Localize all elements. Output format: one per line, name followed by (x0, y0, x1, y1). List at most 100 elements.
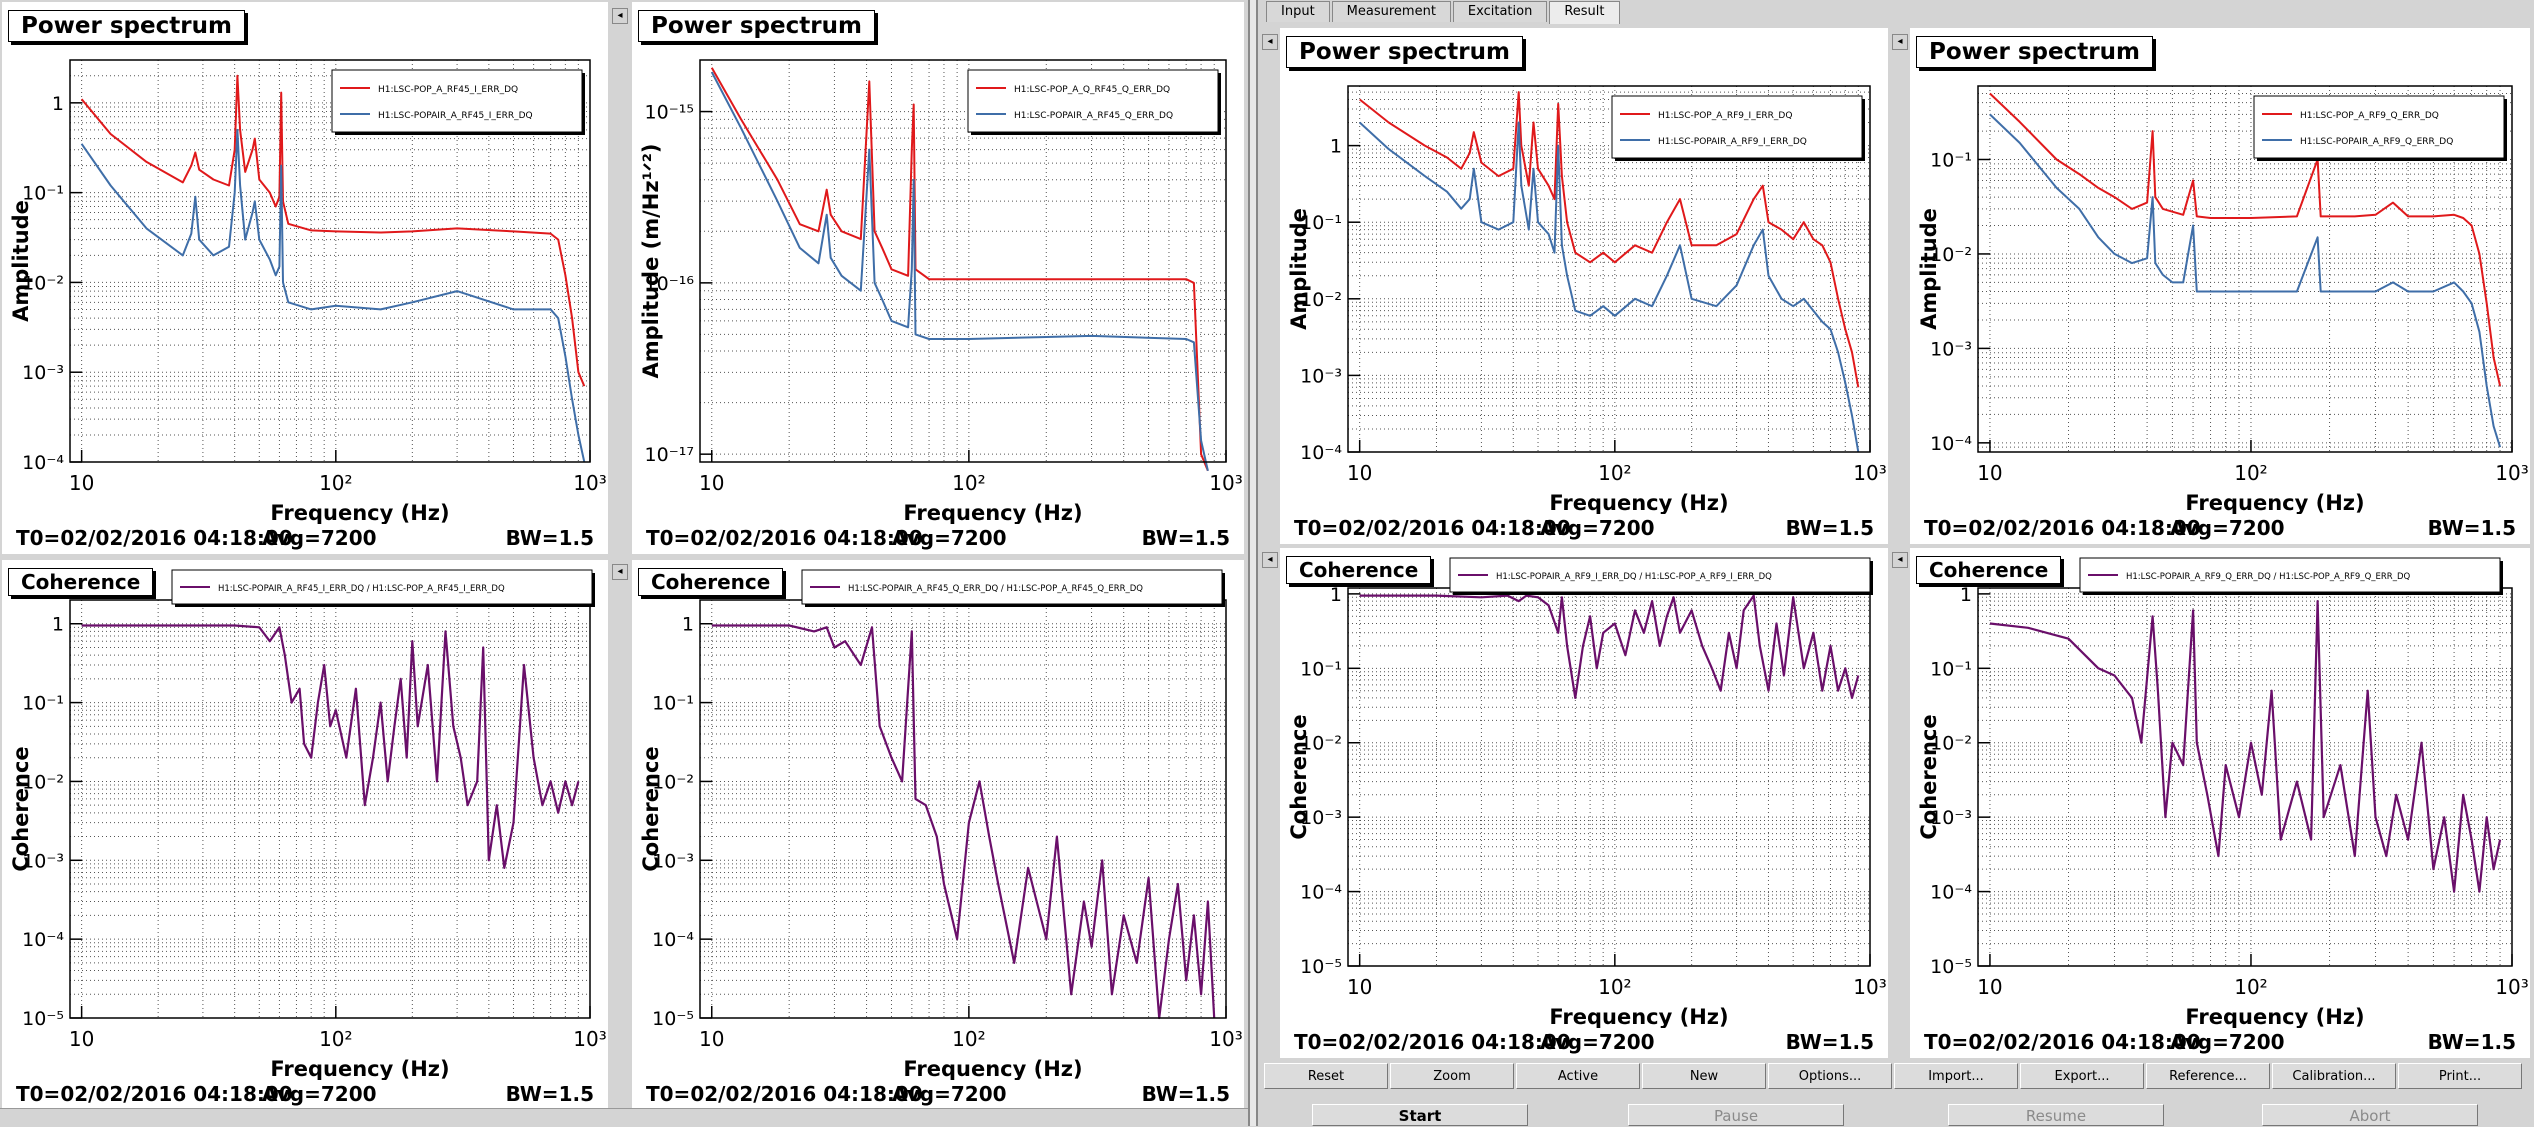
x-axis-label: Frequency (Hz) (1549, 491, 1728, 515)
x-tick-label: 10 (1347, 975, 1372, 999)
x-tick-label: 10² (952, 1027, 985, 1051)
pad-select-corner[interactable]: ◂ (1262, 552, 1278, 568)
x-tick-label: 10² (1598, 461, 1631, 485)
active-button[interactable]: Active (1516, 1063, 1640, 1089)
series-line-0 (80, 74, 586, 387)
y-tick-label: 10⁻³ (22, 850, 64, 872)
legend-label: H1:LSC-POPAIR_A_RF45_I_ERR_DQ / H1:LSC-P… (218, 584, 505, 594)
legend-label: H1:LSC-POP_A_Q_RF45_Q_ERR_DQ (1014, 85, 1170, 95)
y-tick-label: 10⁻⁴ (1930, 433, 1972, 455)
y-tick-label: 10⁻⁵ (1930, 956, 1972, 978)
legend-label: H1:LSC-POPAIR_A_RF9_I_ERR_DQ / H1:LSC-PO… (1496, 572, 1772, 582)
series-line-0 (1989, 599, 2502, 893)
reference-button[interactable]: Reference... (2146, 1063, 2270, 1089)
panel-ps2[interactable]: 10 10² 10³ 10⁻¹⁷ 10⁻¹⁶ 10⁻¹⁵ Frequency (Hz) Amp… (632, 2, 1244, 554)
y-tick-label: 10⁻² (1300, 289, 1342, 311)
y-tick-label: 1 (52, 614, 64, 636)
y-tick-label: 10⁻² (1930, 733, 1972, 755)
grid (1347, 588, 1871, 967)
x-tick-label: 10² (319, 471, 352, 495)
footer-t0: T0=02/02/2016 04:18:00 (646, 526, 923, 550)
pad-select-corner[interactable]: ◂ (612, 8, 628, 24)
plot-footer: T0=02/02/2016 04:18:00 Avg=7200 BW=1.5 (632, 1080, 1244, 1110)
footer-bw: BW=1.5 (1785, 516, 1874, 540)
series-line-0 (711, 624, 1216, 1020)
panel-coh4[interactable]: 10 10² 10³ 10⁻⁵ 10⁻⁴ 10⁻³ 10⁻² 10⁻¹ 1 Frequency (… (1910, 548, 2530, 1058)
reset-button[interactable]: Reset (1264, 1063, 1388, 1089)
panel-ps1[interactable]: 10 10² 10³ 10⁻⁴ 10⁻³ 10⁻² 10⁻¹ 1 Frequency (Hz) A… (2, 2, 608, 554)
x-axis-label: Frequency (Hz) (1549, 1005, 1728, 1029)
tab-input[interactable]: Input (1266, 1, 1330, 22)
y-tick-label: 10⁻³ (1300, 365, 1342, 387)
y-tick-label: 10⁻² (22, 771, 64, 793)
chart-title: Coherence (638, 568, 784, 596)
pause-button[interactable]: Pause (1628, 1104, 1844, 1126)
start-button[interactable]: Start (1312, 1104, 1528, 1126)
calibration-button[interactable]: Calibration... (2272, 1063, 2396, 1089)
legend-label: H1:LSC-POPAIR_A_RF9_I_ERR_DQ (1658, 137, 1807, 147)
zoom-button[interactable]: Zoom (1390, 1063, 1514, 1089)
import-button[interactable]: Import... (1894, 1063, 2018, 1089)
x-axis-label: Frequency (Hz) (903, 501, 1082, 525)
pad-select-corner[interactable]: ◂ (1892, 34, 1908, 50)
y-tick-label: 1 (52, 93, 64, 115)
plot-frame (699, 599, 1227, 1019)
legend-label: H1:LSC-POPAIR_A_RF9_Q_ERR_DQ (2300, 137, 2453, 147)
y-tick-label: 10⁻¹⁷ (645, 444, 694, 466)
grid (699, 599, 1227, 1019)
y-tick-label: 1 (1960, 584, 1972, 606)
tab-bar: Input Measurement Excitation Result (1266, 0, 1622, 24)
tab-measurement[interactable]: Measurement (1331, 1, 1451, 22)
new-button[interactable]: New (1642, 1063, 1766, 1089)
tab-result[interactable]: Result (1549, 1, 1620, 24)
y-tick-label: 10⁻⁴ (1300, 442, 1342, 464)
options-button[interactable]: Options... (1768, 1063, 1892, 1089)
print-button[interactable]: Print... (2398, 1063, 2522, 1089)
panel-coh3[interactable]: 10 10² 10³ 10⁻⁵ 10⁻⁴ 10⁻³ 10⁻² 10⁻¹ 1 Frequency (… (1280, 548, 1888, 1058)
x-tick-label: 10² (2234, 461, 2267, 485)
legend-box (2253, 95, 2505, 159)
export-button[interactable]: Export... (2020, 1063, 2144, 1089)
y-axis-label: Coherence (9, 746, 33, 871)
pad-select-corner[interactable]: ◂ (1892, 552, 1908, 568)
x-tick-label: 10² (1598, 975, 1631, 999)
footer-t0: T0=02/02/2016 04:18:00 (1924, 516, 2201, 540)
y-tick-label: 10⁻² (22, 272, 64, 294)
y-tick-label: 10⁻⁵ (22, 1008, 64, 1030)
plot-footer: T0=02/02/2016 04:18:00 Avg=7200 BW=1.5 (2, 524, 608, 554)
pad-select-corner[interactable]: ◂ (612, 564, 628, 580)
legend: H1:LSC-POP_A_RF9_I_ERR_DQ H1:LSC-POPAIR_A… (1611, 95, 1865, 161)
pad-select-corner[interactable]: ◂ (1262, 34, 1278, 50)
series-line-0 (1359, 91, 1860, 388)
footer-bw: BW=1.5 (2427, 516, 2516, 540)
plot-frame (1977, 85, 2513, 453)
y-tick-label: 10⁻³ (22, 362, 64, 384)
plot-footer: T0=02/02/2016 04:18:00 Avg=7200 BW=1.5 (1280, 514, 1888, 544)
y-axis-label: Amplitude (9, 200, 33, 322)
y-axis-label: Coherence (1287, 714, 1311, 839)
panel-coh1[interactable]: 10 10² 10³ 10⁻⁵ 10⁻⁴ 10⁻³ 10⁻² 10⁻¹ 1 Frequency (… (2, 560, 608, 1110)
abort-button[interactable]: Abort (2262, 1104, 2478, 1126)
resume-button[interactable]: Resume (1948, 1104, 2164, 1126)
legend-box (1449, 557, 1871, 593)
y-tick-label: 10⁻¹ (1930, 658, 1972, 680)
legend-box (801, 569, 1223, 605)
grid (69, 59, 591, 463)
tab-excitation[interactable]: Excitation (1452, 1, 1548, 22)
footer-bw: BW=1.5 (505, 1082, 594, 1106)
panel-coh2[interactable]: 10 10² 10³ 10⁻⁵ 10⁻⁴ 10⁻³ 10⁻² 10⁻¹ 1 Frequency (… (632, 560, 1244, 1110)
y-tick-label: 10⁻³ (1930, 807, 1972, 829)
y-tick-label: 10⁻³ (1930, 338, 1972, 360)
plot-footer: T0=02/02/2016 04:18:00 Avg=7200 BW=1.5 (632, 524, 1244, 554)
footer-avg: Avg=7200 (2170, 1030, 2285, 1054)
plot-footer: T0=02/02/2016 04:18:00 Avg=7200 BW=1.5 (2, 1080, 608, 1110)
series-line-1 (1989, 113, 2502, 448)
panel-ps4[interactable]: 10 10² 10³ 10⁻⁴ 10⁻³ 10⁻² 10⁻¹ Frequency (Hz) Am… (1910, 28, 2530, 544)
y-tick-label: 10⁻¹ (1300, 658, 1342, 680)
legend-label: H1:LSC-POP_A_RF9_I_ERR_DQ (1658, 111, 1792, 121)
footer-t0: T0=02/02/2016 04:18:00 (1294, 516, 1571, 540)
y-tick-label: 10⁻² (652, 771, 694, 793)
y-tick-label: 1 (1330, 136, 1342, 158)
y-tick-label: 10⁻⁴ (1930, 882, 1972, 904)
panel-ps3[interactable]: 10 10² 10³ 10⁻⁴ 10⁻³ 10⁻² 10⁻¹ 1 Frequency (Hz) A… (1280, 28, 1888, 544)
